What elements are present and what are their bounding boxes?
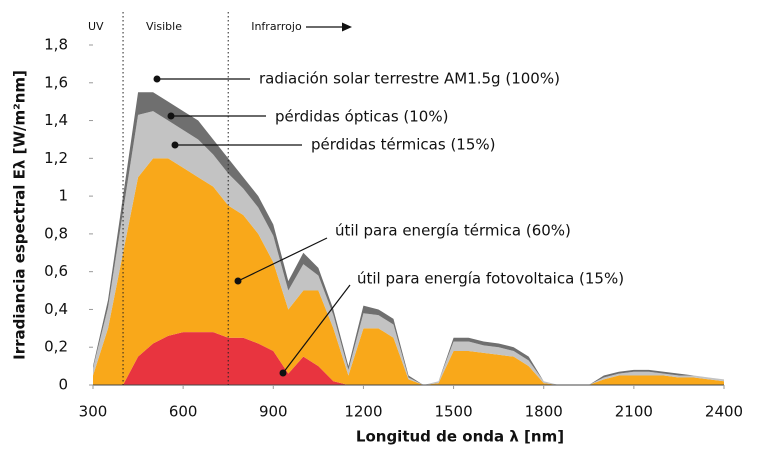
x-tick-label: 1200 — [344, 403, 382, 421]
annotation-dot — [171, 141, 179, 149]
region-label: Visible — [146, 20, 182, 33]
area — [93, 158, 724, 385]
x-tick-label: 1800 — [525, 403, 563, 421]
x-tick-label: 300 — [79, 403, 108, 421]
annotation-leader — [237, 237, 328, 282]
y-tick-label: 0 — [58, 376, 68, 394]
annotation-label: radiación solar terrestre AM1.5g (100%) — [259, 70, 560, 88]
y-tick-label: 1 — [58, 187, 68, 205]
y-tick-label: 0,4 — [44, 300, 68, 318]
annotation-dot — [153, 75, 161, 83]
area — [93, 111, 724, 385]
y-tick-label: 0,8 — [44, 224, 68, 242]
region-label: Infrarrojo — [251, 20, 302, 33]
annotation-dot — [234, 277, 242, 285]
annotation-label: útil para energía fotovoltaica (15%) — [357, 270, 624, 288]
y-tick-label: 1,8 — [44, 36, 68, 54]
y-tick-label: 1,2 — [44, 149, 68, 167]
x-tick-label: 2400 — [705, 403, 743, 421]
region-label: UV — [88, 20, 104, 33]
x-tick-label: 900 — [259, 403, 288, 421]
annotation-label: pérdidas ópticas (10%) — [275, 108, 448, 126]
x-tick-label: 1500 — [434, 403, 472, 421]
y-tick-label: 1,6 — [44, 73, 68, 91]
annotation-dot — [167, 112, 175, 120]
annotation-label: útil para energía térmica (60%) — [335, 222, 571, 240]
area — [93, 332, 724, 385]
x-tick-label: 600 — [169, 403, 198, 421]
annotation-label: pérdidas térmicas (15%) — [311, 136, 496, 154]
x-axis-title: Longitud de onda λ [nm] — [356, 428, 564, 446]
y-tick-label: 0,2 — [44, 338, 68, 356]
y-axis-title: Irradiancia espectral Eλ [W/m²nm] — [11, 70, 29, 360]
annotation-leader — [282, 284, 351, 374]
arrow-head — [342, 22, 352, 32]
x-tick-label: 2100 — [615, 403, 653, 421]
y-tick-label: 0,6 — [44, 262, 68, 280]
y-tick-label: 1,4 — [44, 111, 68, 129]
annotation-dot — [279, 369, 287, 377]
